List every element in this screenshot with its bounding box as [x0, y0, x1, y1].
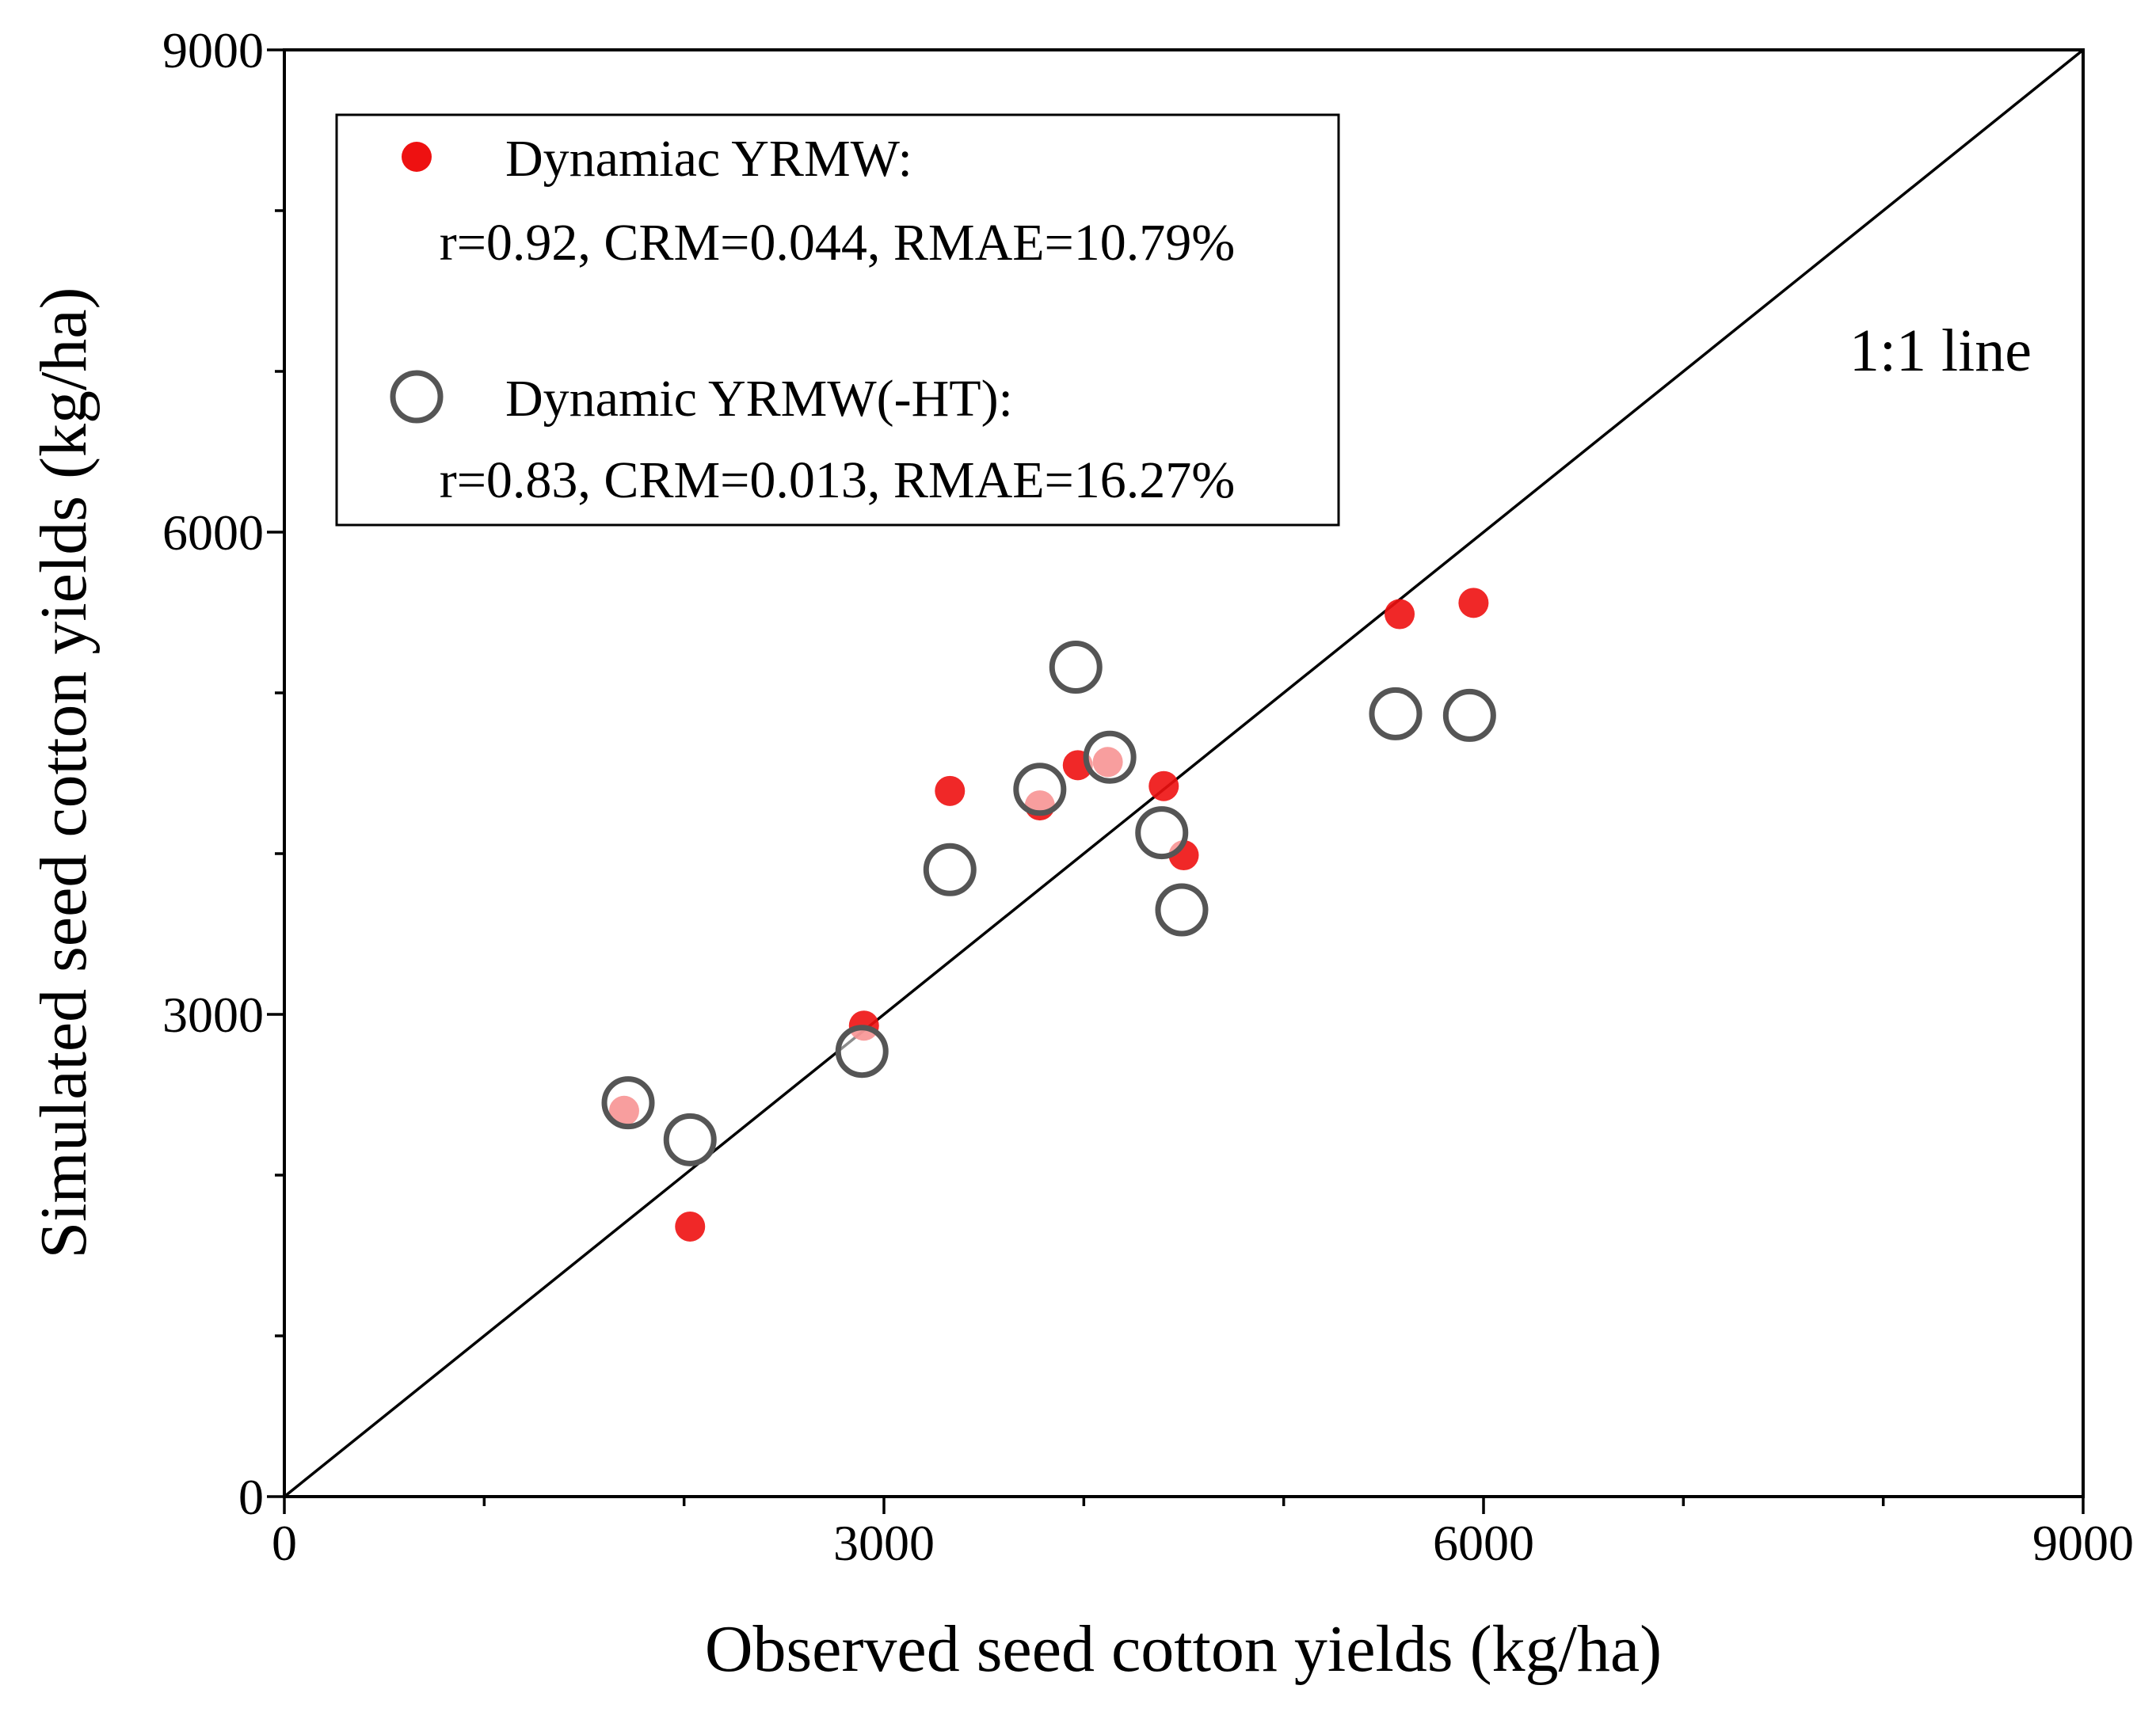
data-point-filled	[935, 775, 966, 806]
legend-box	[335, 113, 1340, 527]
one-to-one-line	[283, 48, 2085, 1498]
data-point-open	[663, 1113, 717, 1166]
data-point-open	[1155, 883, 1209, 937]
legend-series-name: Dynamic YRMW(-HT):	[505, 370, 1013, 428]
y-tick-label: 9000	[162, 22, 264, 78]
data-point-filled	[1458, 588, 1489, 618]
legend: Dynamiac YRMW: r=0.92, CRM=0.044, RMAE=1…	[335, 113, 1340, 527]
data-point-open	[1049, 641, 1103, 694]
x-tick-label: 0	[272, 1515, 297, 1571]
plot-frame	[283, 48, 2085, 1498]
axis-ticks	[267, 48, 2085, 1514]
y-axis-title: Simulated seed cotton yields (kg/ha)	[27, 287, 101, 1258]
data-point-open	[601, 1076, 655, 1130]
series-dynamic-yrmw	[608, 588, 1489, 1242]
legend-series-stats: r=0.83, CRM=0.013, RMAE=16.27%	[440, 451, 1236, 509]
data-point-open	[923, 843, 977, 896]
x-tick-label: 6000	[1433, 1515, 1534, 1571]
data-point-open	[1369, 687, 1423, 740]
data-point-open	[1083, 730, 1137, 784]
data-point-filled	[1148, 770, 1179, 801]
legend-marker-filled	[402, 142, 432, 172]
y-tick-label: 6000	[162, 504, 264, 561]
data-point-open	[1442, 688, 1496, 742]
series-dynamic-yrmw-ht	[601, 641, 1496, 1166]
x-tick-label: 3000	[833, 1515, 935, 1571]
data-point-open	[1135, 806, 1189, 860]
legend-marker-open	[390, 370, 444, 424]
data-point-filled	[675, 1211, 706, 1242]
x-axis-title: Observed seed cotton yields (kg/ha)	[705, 1612, 1662, 1686]
data-point-filled	[1385, 599, 1415, 630]
one-to-one-line-label: 1:1 line	[1849, 318, 2032, 384]
data-point-open	[1013, 763, 1067, 816]
legend-series-stats: r=0.92, CRM=0.044, RMAE=10.79%	[440, 214, 1236, 272]
y-tick-label: 0	[238, 1469, 264, 1525]
data-point-open	[835, 1025, 889, 1079]
y-tick-label: 3000	[162, 987, 264, 1043]
x-tick-label: 9000	[2032, 1515, 2134, 1571]
legend-series-name: Dynamiac YRMW:	[505, 130, 912, 188]
